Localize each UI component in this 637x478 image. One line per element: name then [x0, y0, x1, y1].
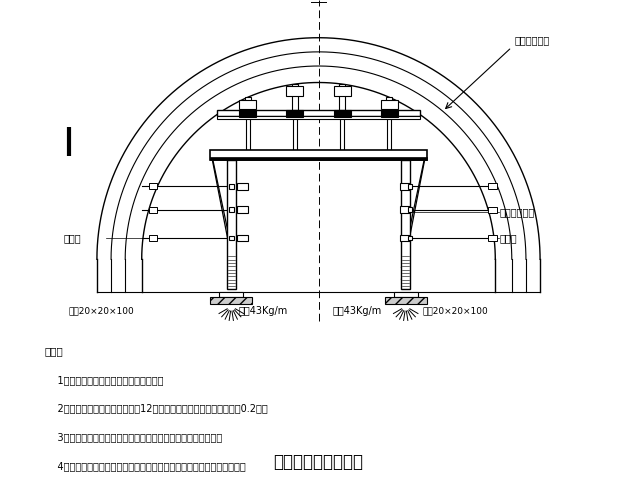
- Text: 预埋件: 预埋件: [500, 233, 518, 243]
- Bar: [394, 293, 417, 297]
- Bar: [229, 236, 234, 240]
- Bar: [149, 206, 157, 213]
- Bar: [238, 206, 248, 213]
- Bar: [210, 157, 427, 160]
- Text: 钢轨43Kg/m: 钢轨43Kg/m: [238, 306, 287, 316]
- Text: 说明：: 说明：: [45, 346, 63, 356]
- Bar: [488, 206, 497, 213]
- Bar: [229, 184, 234, 189]
- Bar: [238, 235, 248, 241]
- Bar: [381, 110, 397, 117]
- Text: 3、台车脚采用在边墙脚内的预埋件固定，以防砼灌注时内移。: 3、台车脚采用在边墙脚内的预埋件固定，以防砼灌注时内移。: [45, 432, 222, 442]
- Text: 模板台车结构示意图: 模板台车结构示意图: [273, 453, 364, 471]
- Bar: [387, 116, 391, 150]
- Bar: [399, 183, 410, 189]
- Bar: [220, 293, 243, 297]
- Bar: [408, 184, 412, 189]
- Bar: [292, 84, 297, 110]
- Bar: [399, 206, 410, 213]
- Text: 预埋件: 预埋件: [64, 233, 82, 243]
- Bar: [293, 116, 297, 150]
- Bar: [408, 207, 412, 212]
- Bar: [217, 110, 420, 116]
- Bar: [340, 116, 344, 150]
- Text: 钢轨43Kg/m: 钢轨43Kg/m: [333, 306, 382, 316]
- Bar: [340, 84, 345, 110]
- Bar: [229, 207, 234, 212]
- Bar: [149, 235, 157, 241]
- Bar: [240, 99, 256, 109]
- Bar: [408, 236, 412, 240]
- Bar: [240, 110, 256, 117]
- Bar: [488, 183, 497, 189]
- Text: 4、靠近拱脚处的模板支撑采用套筒螺杆，其余部分采用油缸调节模板。: 4、靠近拱脚处的模板支撑采用套筒螺杆，其余部分采用油缸调节模板。: [45, 461, 245, 471]
- Bar: [246, 116, 250, 150]
- Text: 隧道内轮廓线: 隧道内轮廓线: [514, 35, 549, 45]
- Text: 1、本图仅为示意，本图单位以厘米计；: 1、本图仅为示意，本图单位以厘米计；: [45, 375, 163, 385]
- Bar: [210, 150, 427, 160]
- Text: 枕木20×20×100: 枕木20×20×100: [422, 307, 488, 315]
- Bar: [245, 97, 250, 110]
- Text: 台车固定螺杆: 台车固定螺杆: [500, 207, 535, 217]
- Bar: [210, 297, 252, 304]
- Bar: [238, 183, 248, 189]
- Bar: [287, 110, 303, 117]
- Bar: [217, 116, 420, 119]
- Bar: [385, 297, 427, 304]
- Bar: [227, 160, 236, 289]
- Bar: [401, 160, 410, 289]
- Text: 2、采用整体式模板台车，长度12米，下一组和上一组模板搭接长度0.2米；: 2、采用整体式模板台车，长度12米，下一组和上一组模板搭接长度0.2米；: [45, 403, 268, 413]
- Bar: [387, 97, 392, 110]
- Bar: [287, 87, 303, 96]
- Bar: [381, 99, 397, 109]
- Text: 枕木20×20×100: 枕木20×20×100: [69, 307, 134, 315]
- Bar: [334, 87, 350, 96]
- Bar: [149, 183, 157, 189]
- Bar: [334, 110, 350, 117]
- Bar: [399, 235, 410, 241]
- Bar: [488, 235, 497, 241]
